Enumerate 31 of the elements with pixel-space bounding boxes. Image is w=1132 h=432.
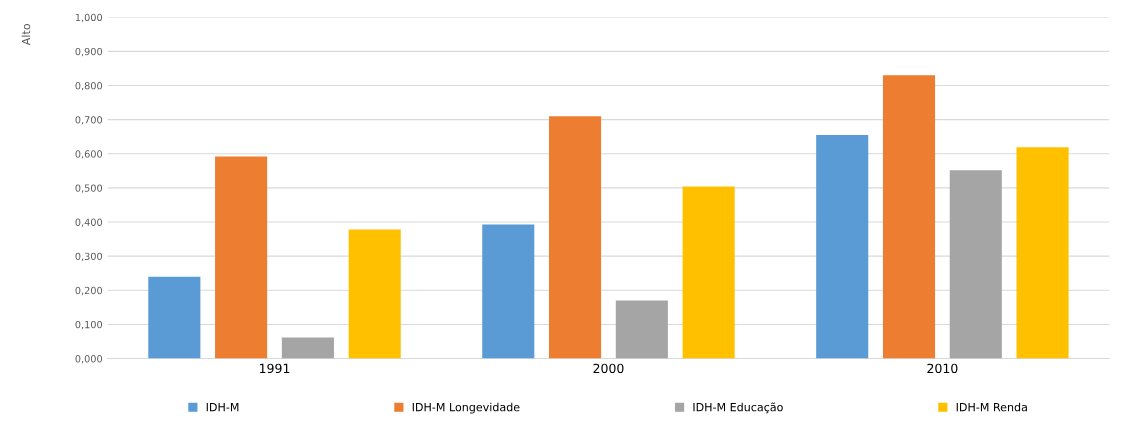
y-tick-label: 0,100 — [75, 320, 103, 330]
y-tick-label: 1,000 — [75, 13, 103, 23]
bar — [882, 75, 936, 359]
y-tick-label: 0,600 — [75, 150, 103, 159]
bar — [148, 276, 201, 359]
bar — [682, 186, 735, 359]
y-tick-label: 0,700 — [75, 116, 103, 125]
bar — [348, 229, 401, 359]
x-tick-label: 2010 — [927, 363, 958, 374]
y-tick-label: 0,800 — [75, 82, 103, 91]
bar — [281, 337, 334, 359]
legend-label: IDH-M Renda — [956, 402, 1027, 412]
y-tick-label: 0,400 — [75, 218, 103, 227]
x-tick-label: 2000 — [593, 363, 624, 374]
bar — [615, 300, 668, 359]
bar — [215, 156, 268, 359]
bar — [816, 135, 869, 359]
bar — [482, 224, 535, 359]
y-tick-label: 0,000 — [75, 355, 103, 364]
legend-label: IDH-M Longevidade — [412, 402, 520, 414]
legend-label: IDH-M Educação — [693, 402, 783, 414]
bar — [549, 116, 602, 359]
bar — [1016, 147, 1069, 359]
y-axis-title: Alto — [21, 24, 31, 46]
x-tick-label: 1991 — [259, 363, 290, 374]
bar — [949, 170, 1002, 359]
y-tick-label: 0,200 — [75, 286, 103, 296]
y-tick-label: 0,900 — [75, 47, 103, 57]
legend-label: IDH-M — [206, 403, 239, 412]
y-tick-label: 0,500 — [75, 184, 103, 193]
y-tick-label: 0,300 — [75, 252, 103, 261]
